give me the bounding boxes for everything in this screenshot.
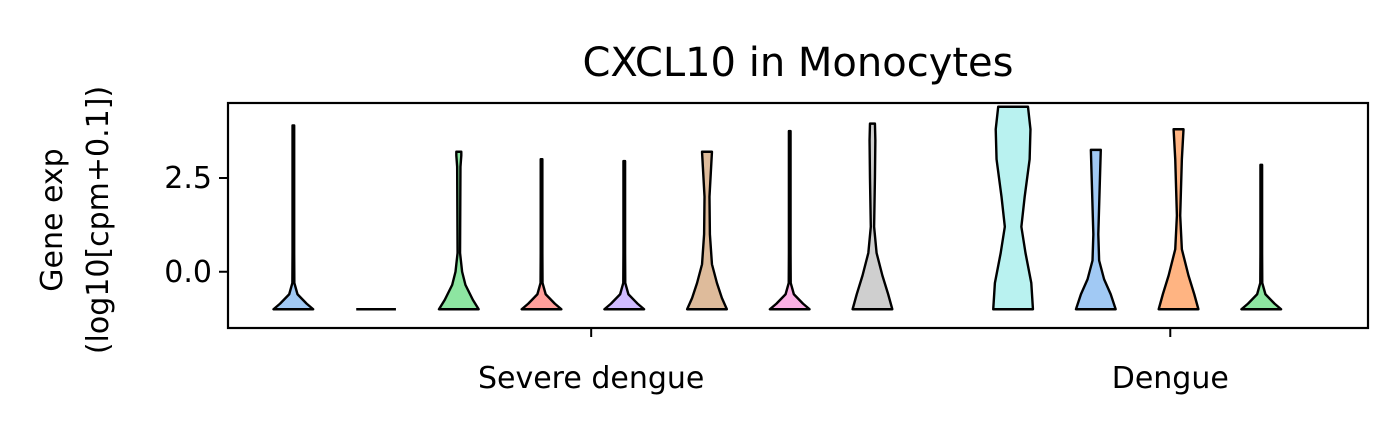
- violin-10: [1074, 148, 1117, 311]
- x-tick-label: Severe dengue: [478, 361, 704, 396]
- violin-5: [603, 159, 646, 311]
- violin-6: [685, 150, 729, 311]
- y-axis-label-line1: Gene exp: [35, 148, 70, 291]
- x-tick-label: Dengue: [1112, 361, 1229, 396]
- violin-12: [1240, 163, 1283, 311]
- chart-title: CXCL10 in Monocytes: [582, 40, 1013, 86]
- y-axis-label: Gene exp (log10[cpm+0.1]): [35, 86, 116, 354]
- violin-3: [437, 150, 480, 311]
- plot-frame: [226, 101, 1370, 330]
- y-tick-label: 2.5: [164, 161, 212, 196]
- violin-1: [272, 124, 315, 311]
- violin-8: [851, 122, 894, 311]
- x-ticks: Severe dengue Dengue: [478, 328, 1229, 396]
- y-ticks: 0.0 2.5: [164, 161, 228, 290]
- violin-7: [768, 129, 811, 311]
- y-axis-label-line2: (log10[cpm+0.1]): [81, 86, 116, 354]
- violin-11: [1157, 128, 1200, 311]
- violin-9: [992, 105, 1035, 311]
- violin-4: [520, 158, 563, 311]
- y-tick-label: 0.0: [164, 255, 212, 290]
- violin-group: [272, 105, 1283, 311]
